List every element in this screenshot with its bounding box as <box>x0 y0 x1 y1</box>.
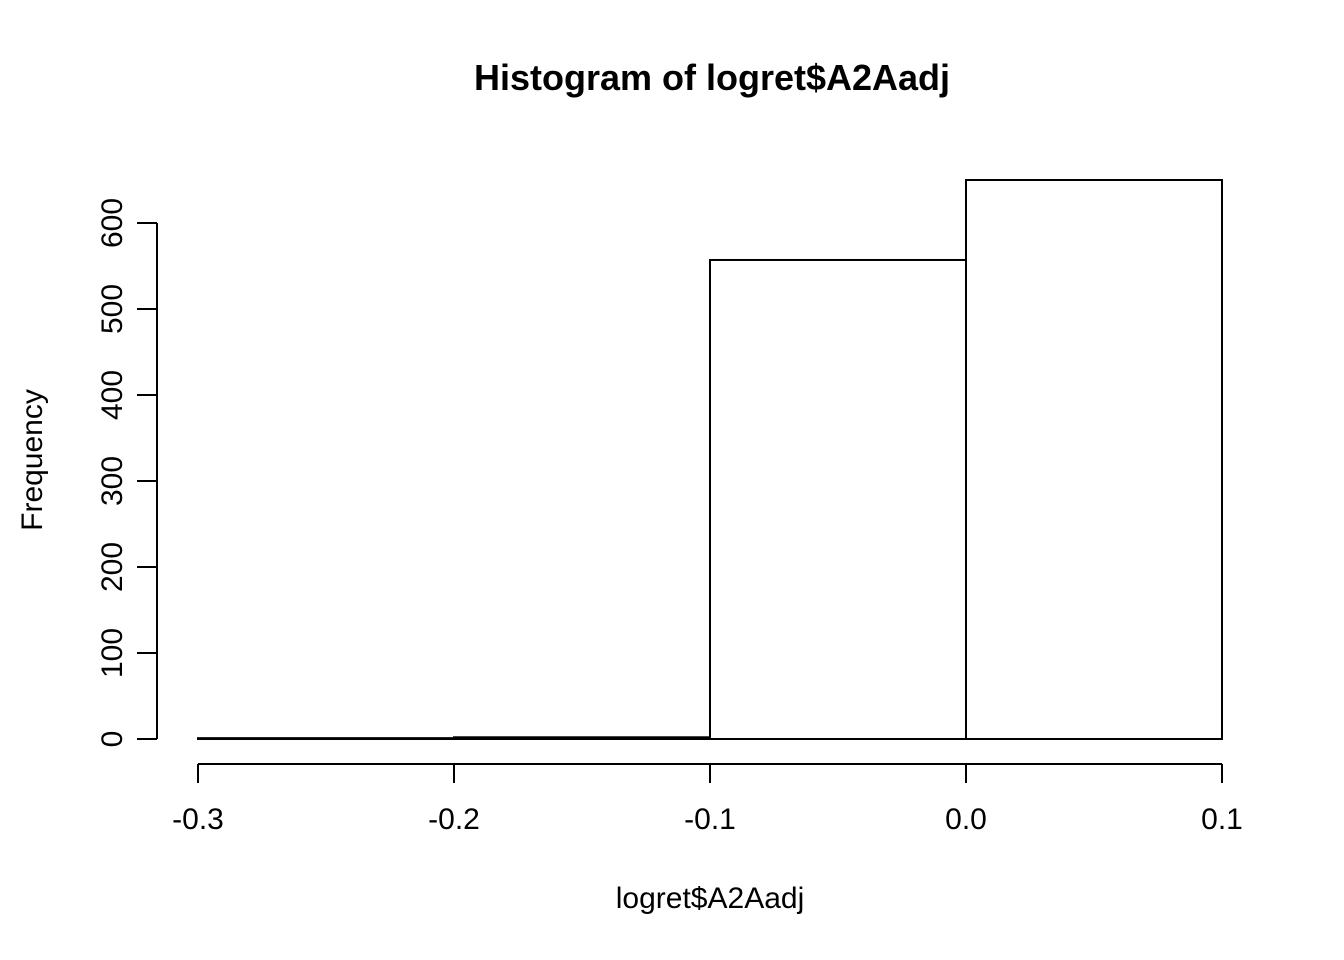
y-tick-label: 300 <box>96 456 129 506</box>
histogram-bars <box>197 179 1223 741</box>
histogram-bar <box>197 737 455 741</box>
histogram-bar <box>965 179 1223 740</box>
y-tick-label: 100 <box>96 628 129 678</box>
x-axis-label: logret$A2Aadj <box>616 882 804 915</box>
x-tick-label: -0.2 <box>428 803 480 836</box>
y-tick-label: 400 <box>96 370 129 420</box>
histogram-bar <box>709 258 967 740</box>
y-tick-label: 0 <box>96 731 129 748</box>
y-tick-label: 500 <box>96 284 129 334</box>
x-tick-label: 0.1 <box>1201 803 1243 836</box>
chart-title: Histogram of logret$A2Aadj <box>474 57 950 98</box>
y-axis-label: Frequency <box>16 389 49 531</box>
x-tick-label: -0.3 <box>172 803 224 836</box>
histogram-bar <box>453 736 711 741</box>
x-axis: -0.3 -0.2 -0.1 0.0 0.1 <box>172 763 1243 836</box>
x-tick-label: 0.0 <box>945 803 987 836</box>
y-tick-label: 600 <box>96 198 129 248</box>
y-axis: 0 100 200 300 400 500 600 <box>96 198 158 748</box>
y-tick-label: 200 <box>96 542 129 592</box>
x-tick-label: -0.1 <box>684 803 736 836</box>
